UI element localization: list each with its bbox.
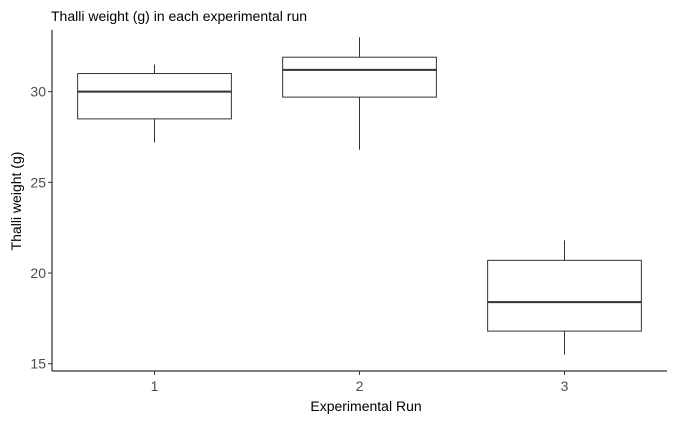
- y-tick-label: 20: [30, 265, 46, 281]
- y-axis-title: Thalli weight (g): [8, 152, 24, 251]
- x-tick-label: 2: [356, 378, 364, 394]
- x-axis-title: Experimental Run: [310, 398, 421, 414]
- box-group-run-2: [282, 37, 437, 150]
- box: [282, 56, 437, 98]
- y-tick-label: 15: [30, 356, 46, 372]
- chart-title: Thalli weight (g) in each experimental r…: [51, 8, 307, 24]
- y-tick-label: 25: [30, 174, 46, 190]
- box-group-run-3: [487, 240, 642, 355]
- y-tick-label: 30: [30, 84, 46, 100]
- x-tick-label: 3: [561, 378, 569, 394]
- plot-area: [77, 37, 642, 355]
- x-tick-label: 1: [151, 378, 159, 394]
- box: [487, 259, 642, 332]
- box: [77, 73, 232, 120]
- box-group-run-1: [77, 64, 232, 143]
